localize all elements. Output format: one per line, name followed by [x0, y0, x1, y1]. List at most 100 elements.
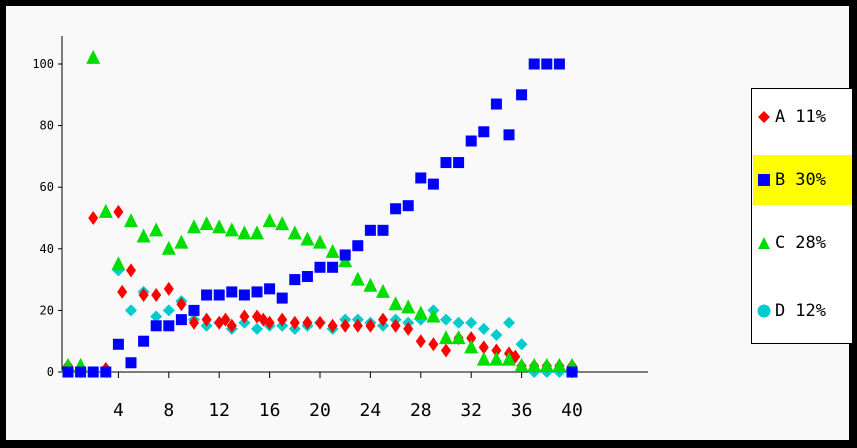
series-b-point [528, 58, 540, 70]
series-b-point [138, 335, 150, 347]
series-d-point [440, 313, 452, 326]
legend-item-d[interactable]: D 12% [753, 286, 852, 336]
legend-label-b: B [775, 170, 786, 190]
series-b-point [364, 224, 376, 236]
series-c-point [149, 222, 164, 237]
series-a-point [327, 318, 338, 333]
series-a-point [340, 318, 351, 333]
series-c-point [439, 330, 453, 345]
series-b-point [100, 366, 112, 378]
series-d-point [490, 329, 503, 342]
x-tick-label: 36 [511, 400, 533, 421]
series-c-point [187, 219, 201, 234]
series-b-point [478, 126, 490, 138]
series-b-point [226, 286, 238, 298]
series-b-point [301, 271, 313, 283]
legend-item-b[interactable]: B 30% [753, 155, 852, 205]
y-tick-label: 0 [47, 365, 54, 379]
series-d-point [251, 322, 263, 335]
x-tick-label: 8 [163, 400, 174, 421]
series-c-point [350, 271, 365, 286]
series-a-point [239, 309, 250, 324]
x-tick-label: 12 [208, 400, 230, 421]
series-b-point [553, 58, 565, 70]
legend-item-c[interactable]: C 28% [753, 218, 852, 268]
series-a-point [117, 284, 128, 299]
series-b-point [352, 240, 364, 252]
legend-item-a[interactable]: A 11% [753, 92, 852, 142]
series-c-point [111, 256, 126, 271]
series-b-point [503, 129, 515, 141]
y-tick-label: 20 [40, 303, 54, 317]
series-c-point [86, 49, 101, 64]
series-a-point [138, 288, 149, 302]
series-b-point [188, 304, 200, 316]
x-tick-label: 24 [360, 400, 382, 421]
legend-label-d: D [775, 301, 786, 321]
series-a-point [176, 297, 187, 312]
series-a-point [491, 343, 502, 358]
legend-label-a: A [775, 107, 786, 127]
series-c-point [250, 225, 264, 240]
series-b-point [566, 366, 578, 378]
series-b-point [516, 89, 528, 101]
series-c-point [300, 231, 315, 246]
x-tick-label: 28 [410, 400, 432, 421]
legend-percent-d: 12% [795, 301, 826, 321]
series-a-point [220, 312, 231, 327]
scatter-chart: 0 20 40 60 80 100 4 8 12 16 20 24 28 32 36 40 [32, 36, 648, 421]
series-d-point [452, 316, 465, 329]
series-c-point [275, 216, 290, 231]
series-d-point [477, 322, 490, 335]
series-a-point [428, 337, 439, 352]
series-a-point [378, 312, 388, 327]
series-b-point [453, 157, 465, 169]
series-b-point [415, 172, 427, 184]
series-c-point [325, 243, 340, 258]
series-d-point [465, 316, 478, 329]
series-b-point [251, 286, 263, 298]
series-c-point [363, 277, 378, 292]
series-c-point [199, 216, 214, 231]
series-c-point [451, 330, 466, 345]
series-b-point [213, 289, 225, 301]
legend-percent-c: 28% [795, 233, 826, 253]
series-b-point [289, 274, 301, 286]
series-b-point [327, 261, 339, 273]
series-a-point [201, 312, 212, 327]
series-a-point [478, 340, 489, 355]
series-b-point [264, 283, 276, 295]
series-c-point [502, 351, 516, 366]
y-tick-label: 80 [40, 119, 54, 133]
series-b-point [201, 289, 213, 301]
series-b-point [276, 292, 288, 304]
series-c-point [489, 351, 504, 366]
x-tick-label: 16 [259, 400, 281, 421]
series-a-point [289, 315, 300, 330]
cyan-circle-icon [753, 304, 775, 318]
series-c-point [401, 299, 416, 314]
series-c-point [136, 228, 151, 243]
series-b-point [541, 58, 553, 70]
series-a-point [264, 315, 275, 330]
x-tick-label: 40 [561, 400, 583, 421]
series-c-point [287, 225, 302, 240]
x-tick-label: 20 [309, 400, 331, 421]
series-a-point [277, 312, 288, 327]
x-tick-label: 32 [460, 400, 482, 421]
series-a-point [365, 318, 376, 333]
series-a-point [88, 211, 99, 225]
series-a-point [163, 281, 174, 296]
series-c-point [413, 305, 428, 320]
series-b-point [75, 366, 87, 378]
legend: A 11% B 30% C 28% D 12% [751, 88, 853, 344]
series-a-point [113, 204, 124, 219]
series-b-point [150, 320, 162, 332]
chart-frame: 0 20 40 60 80 100 4 8 12 16 20 24 28 32 36 40 A 11% B 30%… [4, 4, 853, 442]
series-c-point [464, 339, 479, 354]
series-a-point [126, 263, 136, 278]
series-d-point [503, 316, 515, 329]
legend-percent-b: 30% [795, 170, 826, 190]
series-a-point [302, 315, 313, 330]
series-a-point [415, 334, 426, 349]
